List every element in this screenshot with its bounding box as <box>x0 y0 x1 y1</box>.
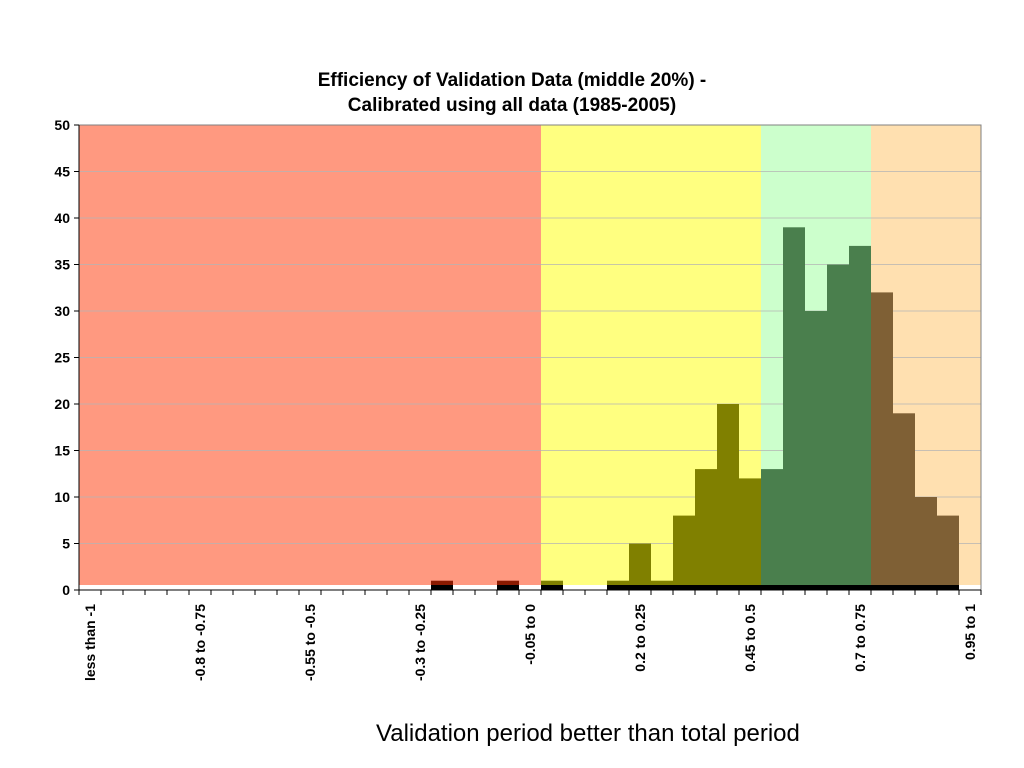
chart-title: Efficiency of Validation Data (middle 20… <box>0 68 1024 118</box>
y-tick-label: 45 <box>54 164 70 180</box>
bar-baseline-marker <box>827 585 849 590</box>
histogram-bar <box>827 264 849 590</box>
y-tick-label: 30 <box>54 303 70 319</box>
histogram-bar <box>805 311 827 590</box>
histogram-bar <box>629 543 651 590</box>
x-tick-label: 0.95 to 1 <box>962 604 978 660</box>
bar-baseline-marker <box>871 585 893 590</box>
y-tick-label: 0 <box>62 582 70 598</box>
bar-baseline-marker <box>761 585 783 590</box>
histogram-bar <box>673 515 695 590</box>
y-tick-label: 50 <box>54 117 70 133</box>
band-poor <box>79 125 541 585</box>
bar-baseline-marker <box>717 585 739 590</box>
histogram-bar <box>717 404 739 590</box>
histogram-bar <box>761 469 783 590</box>
x-tick-label: -0.55 to -0.5 <box>302 604 318 681</box>
histogram-bar <box>893 413 915 590</box>
histogram-bar <box>915 497 937 590</box>
bar-baseline-marker <box>651 585 673 590</box>
x-tick-label: -0.8 to -0.75 <box>192 604 208 681</box>
bar-baseline-marker <box>607 585 629 590</box>
chart-title-line-2: Calibrated using all data (1985-2005) <box>347 95 677 116</box>
bar-baseline-marker <box>739 585 761 590</box>
histogram-bar <box>871 292 893 590</box>
bar-baseline-marker <box>937 585 959 590</box>
x-tick-label: 0.2 to 0.25 <box>632 604 648 672</box>
chart-title-line-1: Efficiency of Validation Data (middle 20… <box>317 70 707 91</box>
bar-baseline-marker <box>915 585 937 590</box>
bar-baseline-marker <box>849 585 871 590</box>
x-tick-label: 0.45 to 0.5 <box>742 604 758 672</box>
x-tick-label: -0.05 to 0 <box>522 604 538 665</box>
x-tick-label: -0.3 to -0.25 <box>412 604 428 681</box>
bar-baseline-marker <box>541 585 563 590</box>
histogram-bar <box>937 515 959 590</box>
bar-baseline-marker <box>497 585 519 590</box>
histogram-bar <box>783 227 805 591</box>
y-tick-label: 5 <box>62 536 70 552</box>
y-tick-label: 15 <box>54 443 70 459</box>
bar-baseline-marker <box>431 585 453 590</box>
bar-baseline-marker <box>783 585 805 590</box>
histogram-bar <box>695 469 717 590</box>
bar-baseline-marker <box>893 585 915 590</box>
y-tick-label: 25 <box>54 350 70 366</box>
y-tick-label: 35 <box>54 257 70 273</box>
bar-baseline-marker <box>673 585 695 590</box>
x-tick-label: 0.7 to 0.75 <box>852 604 868 672</box>
bar-baseline-marker <box>805 585 827 590</box>
histogram-bar <box>849 245 871 590</box>
y-tick-label: 40 <box>54 210 70 226</box>
bar-baseline-marker <box>629 585 651 590</box>
x-axis-caption: Validation period better than total peri… <box>376 720 800 747</box>
y-tick-label: 10 <box>54 489 70 505</box>
x-tick-label: less than -1 <box>82 604 98 681</box>
histogram-bar <box>739 478 761 590</box>
bar-baseline-marker <box>695 585 717 590</box>
y-tick-label: 20 <box>54 396 70 412</box>
